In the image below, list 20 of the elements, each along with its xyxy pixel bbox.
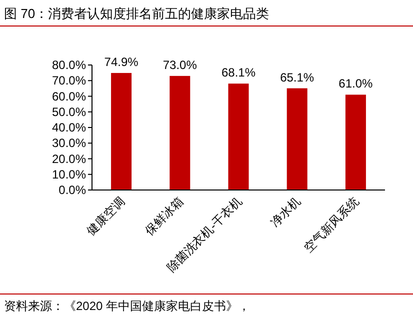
data-label: 68.1% bbox=[221, 66, 256, 80]
x-tick-label: 健康空调 bbox=[84, 194, 128, 238]
y-tick-label: 60.0% bbox=[52, 89, 86, 104]
y-tick-label: 20.0% bbox=[52, 152, 86, 166]
title: 图 70：消费者认知度排名前五的健康家电品类 bbox=[4, 6, 270, 21]
y-tick-label: 70.0% bbox=[52, 74, 86, 88]
y-tick-label: 30.0% bbox=[52, 136, 86, 150]
y-tick-label: 40.0% bbox=[52, 120, 86, 134]
y-tick-label: 80.0% bbox=[52, 58, 86, 72]
x-tick-label: 净水机 bbox=[268, 194, 304, 230]
y-tick-label: 0.0% bbox=[58, 183, 86, 197]
data-label: 61.0% bbox=[338, 76, 374, 91]
y-tick-label: 10.0% bbox=[52, 167, 86, 182]
data-label: 74.9% bbox=[104, 54, 139, 69]
data-label: 73.0% bbox=[162, 58, 198, 72]
x-tick-label: 保鲜冰箱 bbox=[142, 194, 186, 238]
data-label: 65.1% bbox=[280, 70, 314, 84]
y-tick-label: 50.0% bbox=[52, 104, 86, 119]
x-tick-label: 空气新风系统 bbox=[301, 194, 362, 256]
text: 资料来源：《2020 年中国健康家电白皮书》， bbox=[4, 299, 250, 313]
